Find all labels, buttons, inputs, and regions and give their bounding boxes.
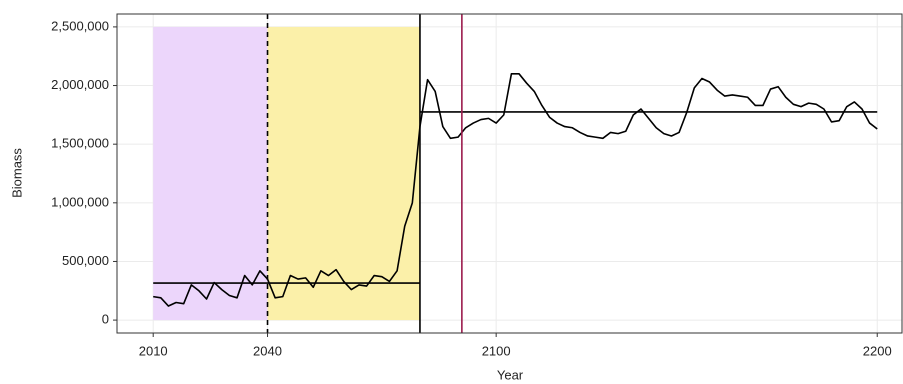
x-tick-label: 2040 xyxy=(253,343,282,358)
y-tick-label: 0 xyxy=(102,312,109,327)
x-tick-label: 2200 xyxy=(863,343,892,358)
y-tick-label: 1,000,000 xyxy=(51,194,109,209)
y-tick-label: 2,000,000 xyxy=(51,77,109,92)
y-tick-label: 2,500,000 xyxy=(51,18,109,33)
y-axis-label: Biomass xyxy=(9,148,24,198)
y-tick-label: 1,500,000 xyxy=(51,136,109,151)
y-tick-label: 500,000 xyxy=(62,253,109,268)
x-tick-label: 2010 xyxy=(139,343,168,358)
data-line xyxy=(153,73,878,307)
panel-border xyxy=(116,13,903,334)
x-axis-label: Year xyxy=(497,367,524,382)
shaded-region xyxy=(153,26,268,321)
shaded-region xyxy=(267,26,420,321)
x-tick-label: 2100 xyxy=(482,343,511,358)
